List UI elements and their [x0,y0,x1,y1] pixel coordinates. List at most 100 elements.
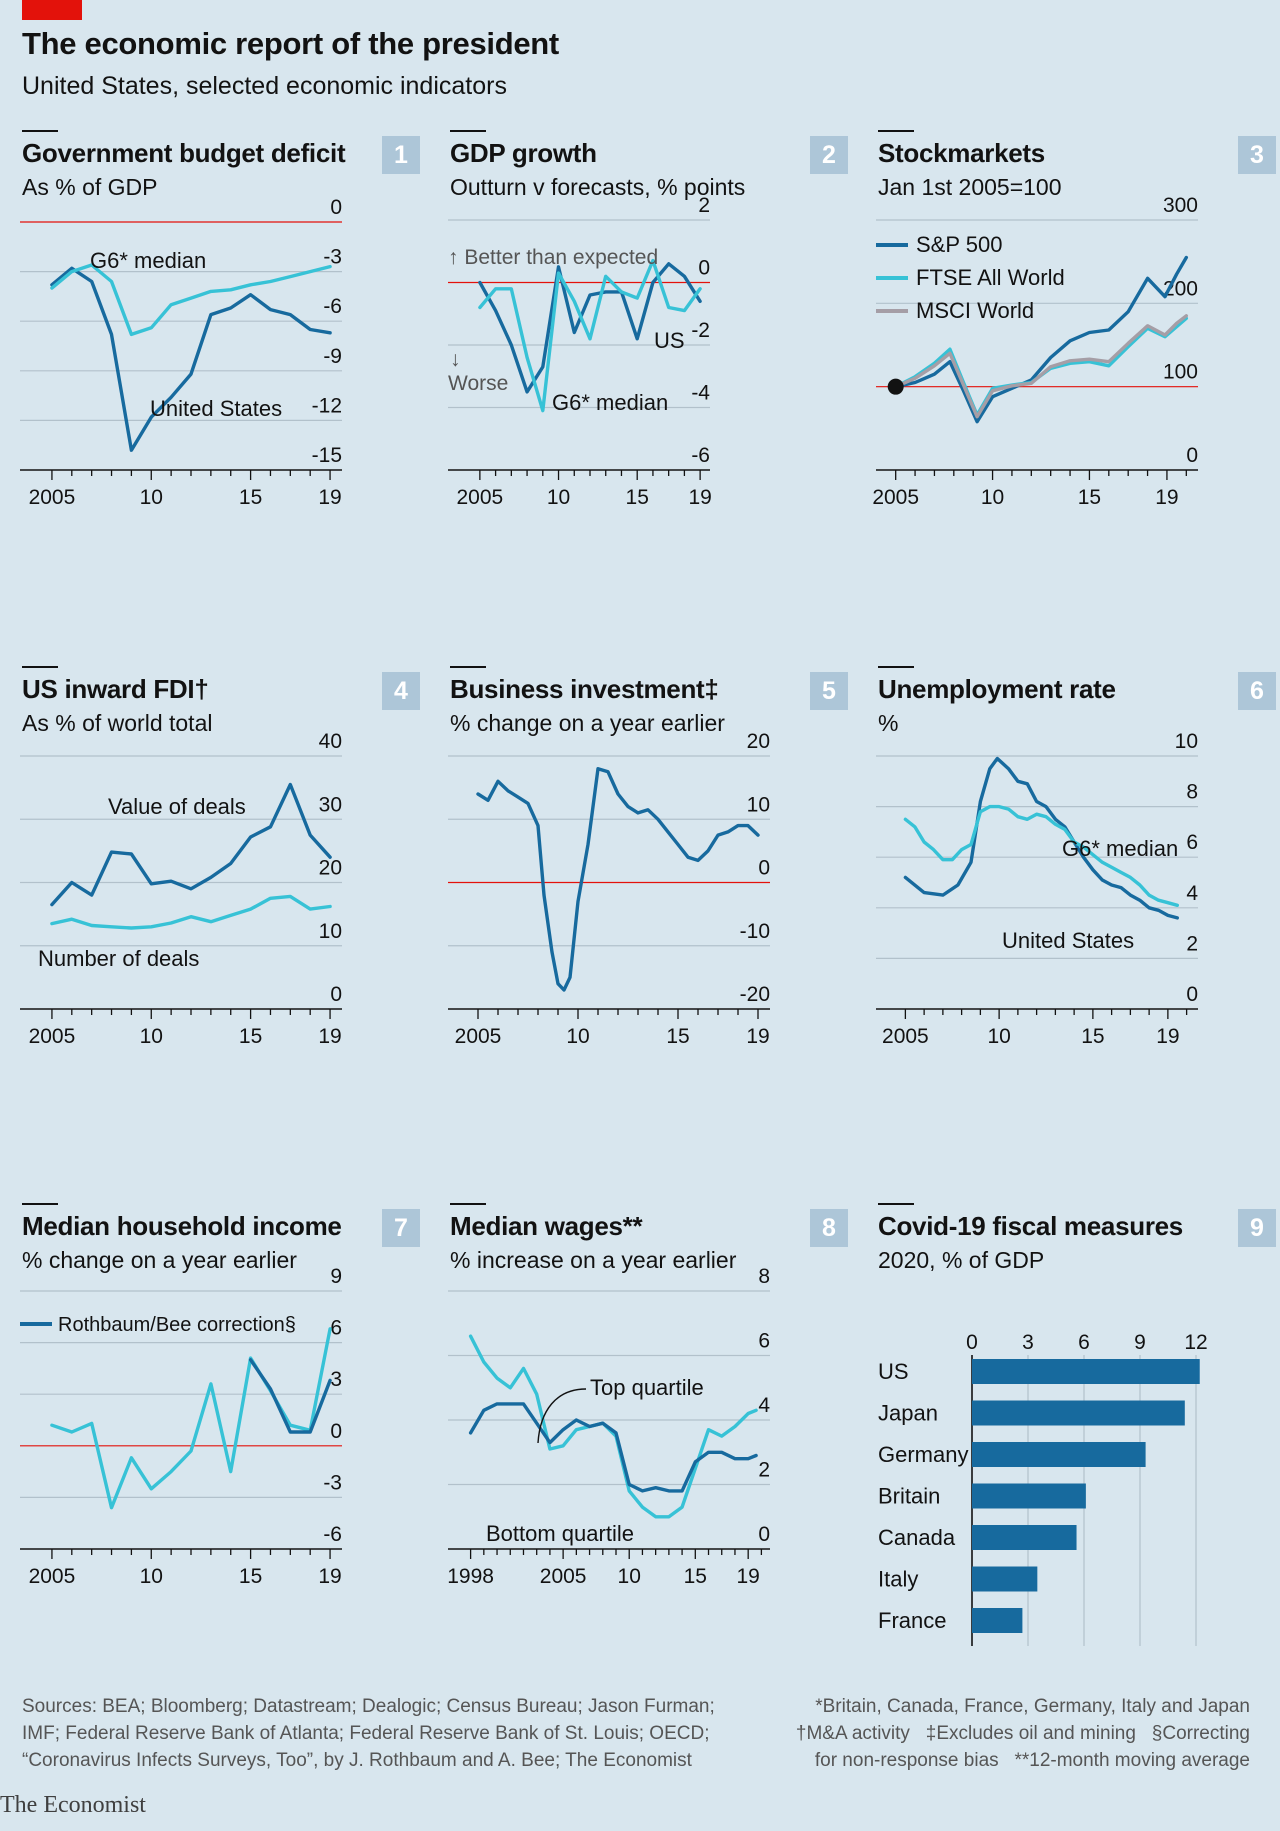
sources-note: Sources: BEA; Bloomberg; Datastream; Dea… [22,1693,742,1774]
panel-rule [878,1203,914,1205]
y-tick-label: 3 [330,1368,342,1391]
y-tick-label: 0 [330,1420,342,1443]
y-tick-label: 0 [758,857,770,880]
panel-subtitle: Outturn v forecasts, % points [450,174,746,200]
y-tick-label: -6 [323,1523,342,1546]
panel-rule [878,130,914,132]
y-tick-label: 300 [1163,194,1198,217]
x-tick-label: 19 [688,486,711,509]
annotation-united-states: United States [1002,928,1134,953]
x-tick-label: 12 [1184,1331,1207,1354]
panel-title: Covid-19 fiscal measures [878,1211,1183,1241]
panel-rule [450,1203,486,1205]
category-label: Japan [878,1401,938,1426]
bar-us [972,1359,1200,1384]
series-line-median-household-income [50,1327,332,1510]
panel-median-wages: Median wages** % increase on a year earl… [447,1203,848,1673]
y-tick-label: 2 [1186,932,1198,955]
panel-number-badge: 4 [382,672,420,710]
panel-rule [22,1203,58,1205]
x-tick-label: 2005 [29,486,76,509]
panel-number-badge: 8 [810,1209,848,1247]
panel-budget-deficit: Government budget deficit As % of GDP 1 … [20,130,420,600]
x-tick-label: 15 [1078,486,1101,509]
bar-canada [972,1525,1077,1550]
panel-rule [450,130,486,132]
series-line-us [476,767,760,992]
annotation-bottom-quartile: Bottom quartile [486,1521,634,1546]
panel-subtitle: % change on a year earlier [450,710,725,736]
panel-number-badge: 6 [1238,672,1276,710]
panel-number-badge: 7 [382,1209,420,1247]
series-line-rothbaum-bee-correction [248,1358,332,1434]
series-line-value-of-deals [50,782,332,907]
y-tick-label: 6 [330,1317,342,1340]
panel-us-inward-fdi: US inward FDI† As % of world total 4 40 3… [20,666,420,1136]
page-subtitle: United States, selected economic indicat… [22,72,507,100]
y-tick-label: 4 [758,1394,770,1417]
x-tick-label: 19 [1155,486,1178,509]
y-tick-label: -15 [312,444,342,467]
x-tick-label: 2005 [29,1025,76,1048]
y-tick-label: 0 [758,1523,770,1546]
annotation-value-of-deals: Value of deals [108,794,246,819]
y-tick-label: 10 [1175,730,1198,753]
y-tick-label: 100 [1163,361,1198,384]
panel-number-badge: 1 [382,136,420,174]
panel-median-household-income: Median household income % change on a ye… [20,1203,420,1673]
x-tick-label: 2005 [882,1025,929,1048]
panel-number-badge: 3 [1238,136,1276,174]
x-tick-label: 19 [318,486,341,509]
annotation-better-than-expected: ↑ Better than expected [448,246,658,269]
y-tick-label: 10 [747,793,770,816]
y-tick-label: 0 [698,257,710,280]
panel-covid-fiscal-measures: Covid-19 fiscal measures 2020, % of GDP … [876,1203,1276,1673]
panel-title: GDP growth [450,138,597,168]
annotation-down-arrow: ↓ [450,348,461,371]
covid-fiscal-chart: 0 3 6 9 12 US Japan Germany Britain Canada Italy Fr… [878,1331,1208,1646]
x-tick-label: 10 [566,1025,589,1048]
panel-rule [22,666,58,668]
category-label: Canada [878,1525,956,1550]
x-tick-label: 0 [966,1331,978,1354]
panel-rule [22,130,58,132]
y-tick-label: 10 [319,920,342,943]
y-tick-label: 9 [330,1265,342,1288]
sources-line: Sources: BEA; Bloomberg; Datastream; Dea… [22,1696,715,1717]
panel-rule [878,666,914,668]
y-tick-label: 6 [758,1330,770,1353]
base-point-marker [887,378,904,395]
unemployment-chart: 10 8 6 4 2 0 2005 10 15 19 G6* median United States [876,730,1198,1048]
y-tick-label: 20 [319,857,342,880]
x-tick-label: 2005 [455,1025,502,1048]
panel-number-badge: 9 [1238,1209,1276,1247]
x-tick-label: 15 [239,1565,262,1588]
y-tick-label: -9 [323,345,342,368]
series-line-msci-world [894,314,1188,419]
panel-subtitle: Jan 1st 2005=100 [878,174,1062,200]
annotation-us: US [654,328,685,353]
y-tick-label: -4 [691,382,710,405]
y-tick-label: -3 [323,1471,342,1494]
panel-title: Median wages** [450,1211,643,1241]
x-tick-label: 10 [547,486,570,509]
x-tick-label: 15 [239,1025,262,1048]
y-tick-label: 40 [319,730,342,753]
panel-subtitle: % change on a year earlier [22,1247,297,1273]
x-tick-label: 10 [140,1565,163,1588]
y-tick-label: 8 [1186,781,1198,804]
y-tick-label: 0 [330,983,342,1006]
footnote-line: *Britain, Canada, France, Germany, Italy… [815,1696,1250,1717]
panel-unemployment-rate: Unemployment rate % 6 10 8 6 4 2 0 2005 10 15 19 G… [876,666,1276,1136]
series-line-united-states [50,266,332,452]
category-label: US [878,1359,909,1384]
inward-fdi-chart: 40 30 20 10 0 2005 10 15 19 Value of deals Number … [20,730,342,1048]
page-title: The economic report of the president [22,26,559,61]
economist-logo-text: The Economist [0,1792,146,1818]
y-tick-label: 20 [747,730,770,753]
annotation-number-of-deals: Number of deals [38,946,199,971]
legend-label: MSCI World [916,298,1034,323]
panel-business-investment: Business investment‡ % change on a year … [448,666,848,1136]
x-tick-label: 2005 [872,486,919,509]
